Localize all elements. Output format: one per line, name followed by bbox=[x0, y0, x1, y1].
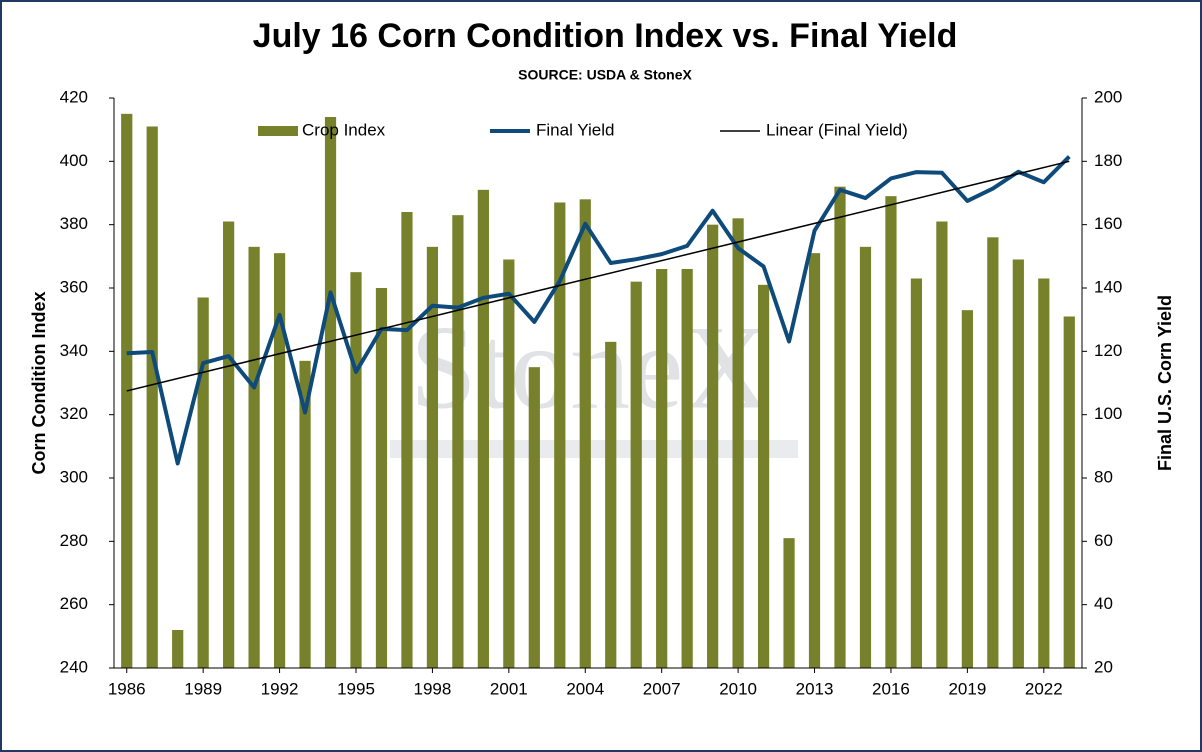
y2-tick-label: 80 bbox=[1094, 467, 1113, 486]
y2-tick-label: 100 bbox=[1094, 404, 1122, 423]
bar bbox=[273, 253, 286, 668]
bar bbox=[656, 269, 668, 668]
y2-axis-label: Final U.S. Corn Yield bbox=[1155, 295, 1175, 471]
legend-label: Final Yield bbox=[536, 120, 614, 139]
y-tick-label: 320 bbox=[60, 404, 88, 423]
bar bbox=[783, 538, 795, 668]
y2-tick-label: 120 bbox=[1094, 341, 1122, 360]
x-tick-label: 2016 bbox=[872, 679, 910, 698]
bar bbox=[197, 297, 209, 668]
bar bbox=[707, 224, 719, 668]
x-tick-label: 1992 bbox=[261, 679, 299, 698]
yield-line bbox=[126, 155, 1071, 466]
bar bbox=[961, 310, 973, 668]
bar bbox=[528, 367, 540, 668]
x-tick-label: 2019 bbox=[948, 679, 986, 698]
legend-label: Crop Index bbox=[302, 120, 386, 139]
trend-line bbox=[126, 160, 1070, 392]
y-tick-label: 280 bbox=[60, 531, 88, 550]
bar bbox=[350, 272, 362, 668]
y2-tick-label: 60 bbox=[1094, 531, 1113, 550]
bar bbox=[579, 199, 591, 669]
bar bbox=[1012, 259, 1024, 668]
y-tick-label: 300 bbox=[60, 467, 88, 486]
bar bbox=[757, 284, 770, 668]
x-tick-label: 1986 bbox=[108, 679, 146, 698]
chart-title: July 16 Corn Condition Index vs. Final Y… bbox=[253, 17, 958, 55]
bar bbox=[1063, 316, 1075, 668]
x-tick-label: 1989 bbox=[184, 679, 222, 698]
y2-tick-label: 160 bbox=[1094, 214, 1122, 233]
y-tick-label: 400 bbox=[60, 151, 88, 170]
y-tick-label: 240 bbox=[60, 657, 88, 676]
y2-tick-label: 20 bbox=[1094, 657, 1113, 676]
y-tick-label: 340 bbox=[60, 341, 88, 360]
y2-tick-label: 40 bbox=[1094, 594, 1113, 613]
bar bbox=[401, 212, 413, 668]
x-tick-label: 1995 bbox=[337, 679, 375, 698]
y2-tick-label: 140 bbox=[1094, 277, 1122, 296]
bar bbox=[910, 278, 923, 668]
x-tick-label: 1998 bbox=[414, 679, 452, 698]
bar bbox=[1038, 278, 1050, 668]
watermark-bar bbox=[390, 440, 798, 458]
bar bbox=[299, 360, 311, 668]
bar bbox=[732, 218, 744, 669]
y-tick-label: 420 bbox=[60, 87, 88, 106]
y-tick-label: 380 bbox=[60, 214, 88, 233]
bar bbox=[936, 221, 948, 668]
bar bbox=[808, 253, 821, 668]
x-tick-label: 2001 bbox=[490, 679, 528, 698]
bar bbox=[503, 259, 515, 668]
bar bbox=[681, 269, 693, 668]
y-axis-label: Corn Condition Index bbox=[29, 292, 49, 475]
bar bbox=[630, 281, 642, 668]
bar bbox=[223, 221, 235, 668]
bar bbox=[324, 117, 337, 668]
bar bbox=[248, 246, 260, 669]
bar bbox=[834, 186, 846, 668]
bar bbox=[426, 246, 439, 669]
bar bbox=[375, 288, 388, 668]
x-tick-label: 2007 bbox=[643, 679, 681, 698]
bar bbox=[146, 126, 158, 668]
legend-label: Linear (Final Yield) bbox=[766, 120, 908, 139]
bar bbox=[121, 113, 133, 669]
y-tick-label: 360 bbox=[60, 277, 88, 296]
legend-swatch bbox=[258, 126, 298, 136]
bar bbox=[554, 202, 566, 668]
bar bbox=[859, 246, 872, 669]
x-tick-label: 2004 bbox=[566, 679, 604, 698]
bar bbox=[885, 196, 897, 668]
y2-tick-label: 200 bbox=[1094, 87, 1122, 106]
chart-subtitle: SOURCE: USDA & StoneX bbox=[518, 67, 692, 83]
bar bbox=[605, 341, 617, 668]
bar bbox=[987, 237, 999, 669]
bar bbox=[477, 189, 489, 669]
x-tick-label: 2022 bbox=[1025, 679, 1063, 698]
x-tick-label: 2010 bbox=[719, 679, 757, 698]
bar bbox=[172, 630, 184, 668]
y-tick-label: 260 bbox=[60, 594, 88, 613]
y2-tick-label: 180 bbox=[1094, 151, 1122, 170]
x-tick-label: 2013 bbox=[796, 679, 834, 698]
bar bbox=[452, 215, 464, 668]
